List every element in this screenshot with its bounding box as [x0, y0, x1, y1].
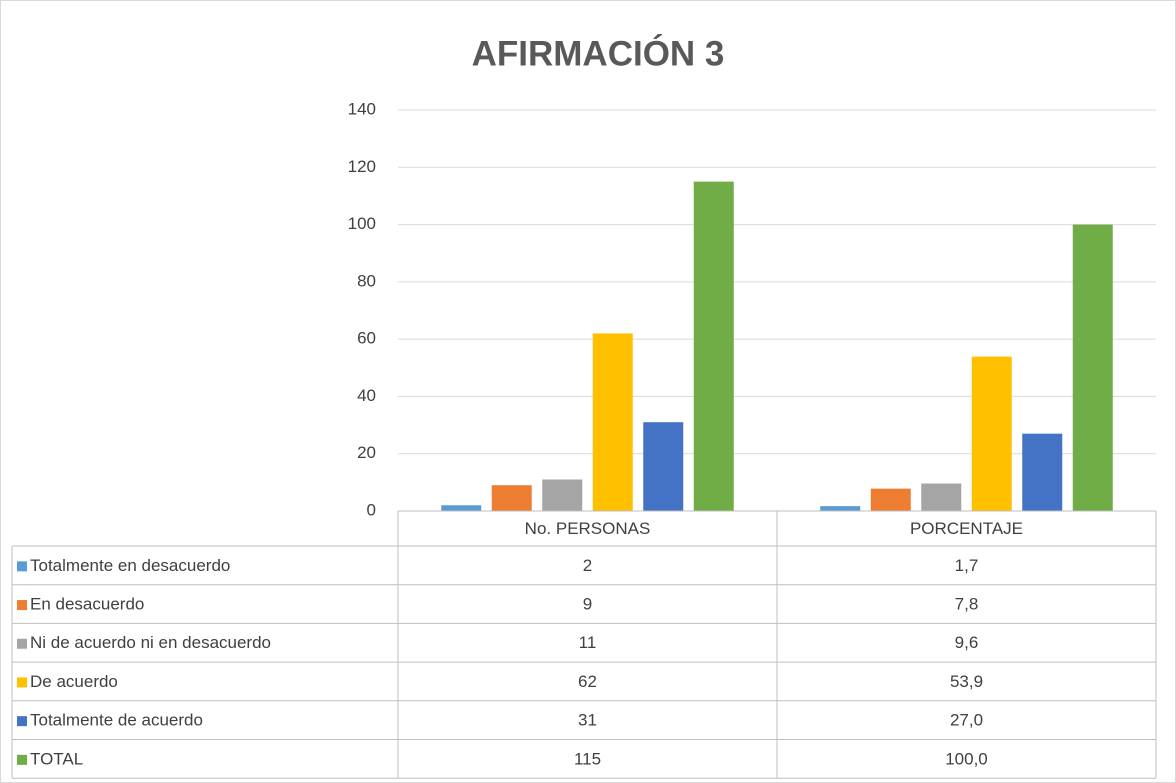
table-value: 9	[583, 595, 592, 614]
table-header: PORCENTAJE	[910, 519, 1023, 538]
table-value: 100,0	[945, 749, 988, 768]
table-value: 31	[578, 711, 597, 730]
bar	[870, 488, 911, 511]
bar	[921, 483, 962, 511]
bar	[820, 506, 861, 511]
table-value: 27,0	[950, 711, 983, 730]
legend-label: Totalmente en desacuerdo	[30, 556, 230, 575]
table-header: No. PERSONAS	[525, 519, 651, 538]
bar	[491, 485, 532, 511]
legend-label: Ni de acuerdo ni en desacuerdo	[30, 633, 271, 652]
bar	[542, 479, 583, 511]
legend-swatch	[17, 561, 27, 572]
table-value: 7,8	[955, 595, 979, 614]
legend-swatch	[17, 677, 27, 688]
bar	[441, 505, 482, 511]
table-value: 62	[578, 672, 597, 691]
bar	[1072, 224, 1113, 512]
bar	[971, 356, 1012, 511]
legend-swatch	[17, 600, 27, 611]
table-value: 115	[574, 749, 601, 768]
y-tick-label: 40	[357, 386, 376, 405]
y-tick-label: 60	[357, 329, 376, 348]
table-value: 53,9	[950, 672, 983, 691]
chart-title: AFIRMACIÓN 3	[472, 33, 725, 73]
bar	[592, 333, 633, 511]
y-tick-label: 20	[357, 443, 376, 462]
y-tick-label: 0	[367, 500, 376, 519]
legend-swatch	[17, 638, 27, 649]
bar	[643, 422, 684, 511]
bar	[693, 181, 734, 511]
y-tick-label: 120	[348, 157, 376, 176]
legend-label: En desacuerdo	[30, 595, 144, 614]
y-tick-label: 80	[357, 271, 376, 290]
legend-label: De acuerdo	[30, 672, 118, 691]
y-tick-label: 100	[348, 214, 376, 233]
table-value: 9,6	[955, 633, 979, 652]
bar	[1022, 433, 1063, 511]
legend-swatch	[17, 754, 27, 765]
table-value: 2	[583, 556, 592, 575]
legend-label: TOTAL	[30, 749, 83, 768]
table-value: 11	[579, 633, 597, 652]
table-value: 1,7	[955, 556, 979, 575]
legend-swatch	[17, 716, 27, 727]
y-tick-label: 140	[348, 99, 376, 118]
legend-label: Totalmente de acuerdo	[30, 711, 203, 730]
